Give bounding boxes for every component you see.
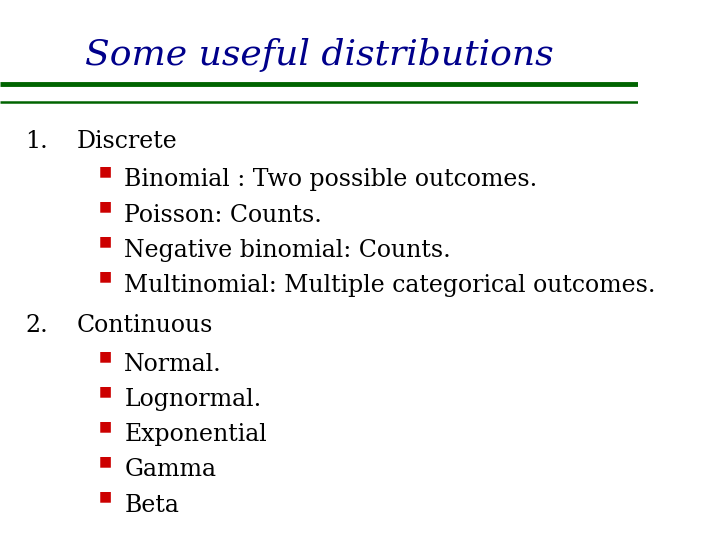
Text: Beta: Beta — [125, 494, 179, 517]
Text: ■: ■ — [99, 199, 112, 213]
Text: ■: ■ — [99, 234, 112, 248]
Text: Poisson: Counts.: Poisson: Counts. — [125, 204, 323, 227]
Text: ■: ■ — [99, 489, 112, 503]
Text: Binomial : Two possible outcomes.: Binomial : Two possible outcomes. — [125, 168, 538, 192]
Text: Continuous: Continuous — [76, 314, 213, 338]
Text: Lognormal.: Lognormal. — [125, 388, 261, 411]
Text: ■: ■ — [99, 349, 112, 363]
Text: ■: ■ — [99, 269, 112, 284]
Text: Some useful distributions: Some useful distributions — [84, 38, 553, 72]
Text: 1.: 1. — [25, 130, 48, 153]
Text: Exponential: Exponential — [125, 423, 267, 447]
Text: Discrete: Discrete — [76, 130, 177, 153]
Text: Negative binomial: Counts.: Negative binomial: Counts. — [125, 239, 451, 262]
Text: 2.: 2. — [25, 314, 48, 338]
Text: ■: ■ — [99, 454, 112, 468]
Text: ■: ■ — [99, 384, 112, 398]
Text: ■: ■ — [99, 419, 112, 433]
Text: Multinomial: Multiple categorical outcomes.: Multinomial: Multiple categorical outcom… — [125, 274, 656, 297]
Text: Gamma: Gamma — [125, 458, 216, 482]
Text: ■: ■ — [99, 164, 112, 178]
Text: Normal.: Normal. — [125, 353, 222, 376]
